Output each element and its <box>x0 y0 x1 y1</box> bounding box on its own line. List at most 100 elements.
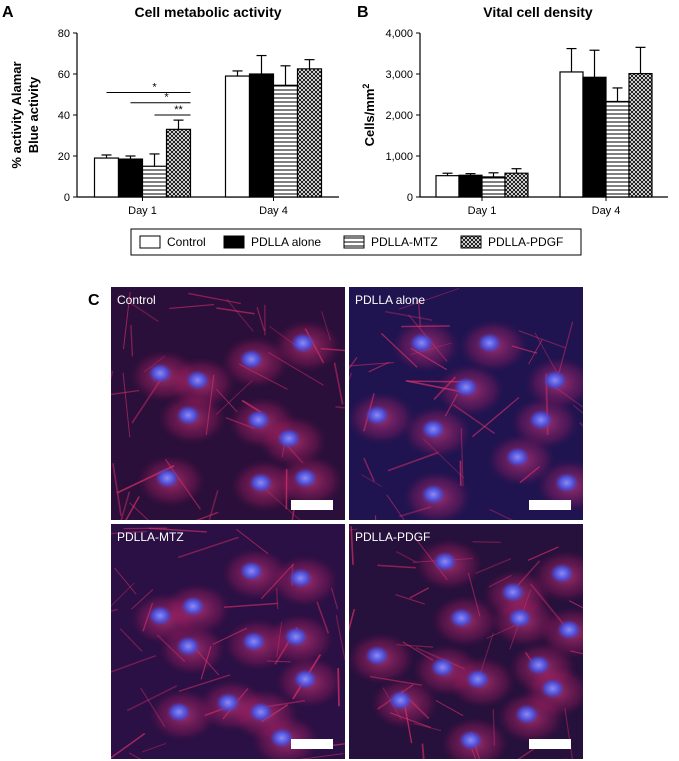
micro-panel-4-actin-fiber <box>377 564 416 569</box>
micro-panel-2-actin-fiber <box>417 299 422 328</box>
micro-panel-3-actin-fiber <box>148 527 207 533</box>
chart-b-ylabel: Cells/mm2 <box>361 84 377 147</box>
micro-panel-3-nucleus <box>176 636 201 657</box>
micro-panel-2-content <box>349 287 583 520</box>
chart-0-ytick-label: 80 <box>58 28 70 40</box>
chart-0-bar <box>141 165 168 198</box>
micro-panel-2-actin-fiber <box>349 361 394 367</box>
legend-swatch-pdlla-mtz <box>343 235 365 249</box>
micro-panel-4-nucleus <box>526 655 551 675</box>
micro-panel-2-caption: PDLLA alone <box>355 293 425 307</box>
micro-panel-2-actin-fiber <box>511 345 538 354</box>
micro-panel-3-actin-fiber <box>123 527 168 530</box>
micro-panel-4-actin-fiber <box>395 550 418 564</box>
micro-panel-4-actin-fiber <box>349 608 356 632</box>
micro-panel-4-nucleus <box>540 678 565 699</box>
micro-panel-4-actin-fiber <box>527 546 559 561</box>
micro-panel-1-actin-fiber <box>216 307 255 315</box>
chart-0-significance-label: ** <box>174 104 183 116</box>
micro-panel-1-nucleus <box>293 468 318 489</box>
micro-panel-1-actin-fiber <box>291 500 297 520</box>
micro-panel-1-nucleus <box>246 409 271 430</box>
micro-panel-3-actin-fiber <box>156 634 186 663</box>
micro-panel-1-actin-fiber <box>125 496 140 520</box>
micro-panel-2-actin-fiber <box>349 356 358 370</box>
micro-panel-4-actin-fiber <box>529 583 565 626</box>
micro-panel-4-actin-fiber <box>517 745 539 759</box>
micro-panel-2-actin-fiber <box>452 404 496 435</box>
micro-panel-3-nucleus <box>166 702 191 722</box>
panel-letter-a: A <box>2 4 14 21</box>
micro-panel-3-actin-fiber <box>200 646 212 680</box>
micro-panel-2-nucleus <box>365 405 390 426</box>
chart-0-bar <box>93 157 120 198</box>
micro-panel-1-actin-fiber <box>335 406 345 409</box>
chart-0-bar <box>165 128 192 198</box>
micro-panel-2-nucleus <box>421 419 446 440</box>
legend-label-pdlla-mtz: PDLLA-MTZ <box>371 235 438 249</box>
micro-panel-1-nucleus <box>248 472 273 493</box>
legend-swatch-control <box>139 235 161 249</box>
micro-panel-1-nucleus <box>148 363 173 384</box>
micro-panel-3-actin-fiber <box>140 687 166 728</box>
micro-panel-2-actin-fiber <box>363 457 375 482</box>
micro-panel-3-actin-fiber <box>178 674 231 692</box>
micro-panel-4-actin-fiber <box>396 644 434 648</box>
micro-panel-3-actin-fiber <box>141 742 167 753</box>
chart-1-bar <box>481 176 506 198</box>
legend-label-control: Control <box>167 235 206 249</box>
microscopy-grid: Control PDLLA alone PDLLA-MTZ PDLLA-PDGF <box>111 287 583 759</box>
micro-panel-2-actin-fiber <box>528 339 543 365</box>
chart-0-ytick-label: 20 <box>58 151 70 163</box>
legend-item-control: Control <box>139 235 206 249</box>
micro-panel-1-actin-fiber <box>120 491 131 520</box>
micro-panel-4-content <box>349 524 583 759</box>
micro-panel-2-actin-fiber <box>401 325 450 328</box>
chart-0-bar <box>248 73 275 198</box>
chart-1-ytick-label: 0 <box>407 192 413 204</box>
micro-panel-4-actin-fiber <box>395 594 425 605</box>
micro-panel-2-actin-fiber <box>380 332 418 368</box>
chart-a-title: Cell metabolic activity <box>134 4 281 20</box>
chart-0-ytick-label: 60 <box>58 69 70 81</box>
micro-panel-4-actin-fiber <box>369 675 423 686</box>
micro-panel-4-nucleus <box>549 563 574 584</box>
micro-panel-1-nucleus <box>239 349 264 370</box>
micro-panel-1-actin-fiber <box>122 372 131 438</box>
micro-panel-1-actin-fiber <box>205 374 215 436</box>
micro-panel-3-actin-fiber <box>111 582 135 607</box>
micro-panel-4-nucleus <box>365 645 390 666</box>
legend-item-pdlla-alone: PDLLA alone <box>223 235 321 249</box>
micro-panel-4-actin-fiber <box>568 600 583 609</box>
micro-panel-1-actin-fiber <box>129 502 149 520</box>
micro-panel-1-content <box>111 287 345 520</box>
micro-panel-3-nucleus <box>269 727 294 748</box>
chart-0-bar <box>272 84 299 198</box>
micro-panel-3-actin-fiber <box>330 587 339 610</box>
chart-0-xtick-label: Day 1 <box>128 205 157 217</box>
micro-panel-4-actin-fiber <box>402 641 434 661</box>
micro-panel-1-caption: Control <box>117 293 156 307</box>
micro-panel-2-actin-fiber <box>405 379 463 393</box>
micro-panel-3-nucleus <box>180 596 205 617</box>
chart-1-bar <box>458 174 483 198</box>
micro-panel-1-actin-fiber <box>112 463 122 516</box>
micro-panel-2-actin-fiber <box>572 404 583 414</box>
chart-1-xtick-label: Day 4 <box>592 205 621 217</box>
micro-panel-4-actin-fiber <box>349 528 358 531</box>
micro-panel-3-actin-fiber <box>260 563 295 600</box>
micro-panel-4-nucleus <box>430 657 455 678</box>
micro-panel-1-nucleus <box>185 370 210 391</box>
micro-panel-4-actin-fiber <box>421 743 425 759</box>
micro-panel-2-nucleus <box>421 484 446 505</box>
micro-panel-4-actin-fiber <box>488 574 512 588</box>
micro-panel-4-actin-fiber <box>389 712 431 729</box>
micro-panel-3-actin-fiber <box>267 660 291 663</box>
micro-panel-3-content <box>111 524 345 759</box>
chart-0-significance-label: * <box>152 81 157 93</box>
micro-panel-1-actin-fiber <box>130 302 159 323</box>
micro-panel-1-actin-fiber <box>164 459 201 510</box>
micro-panel-3-caption: PDLLA-MTZ <box>117 530 184 544</box>
micro-panel-2-actin-fiber <box>385 310 433 321</box>
micro-panel-3-nucleus <box>288 568 313 589</box>
